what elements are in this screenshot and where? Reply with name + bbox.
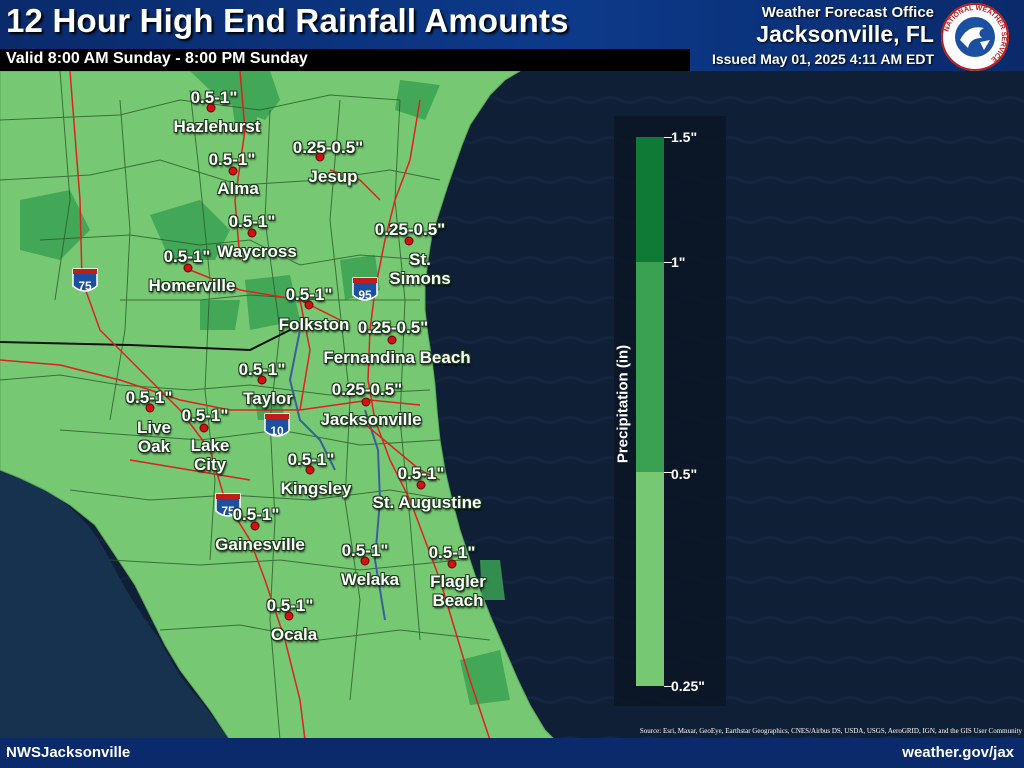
city-label: Jesup: [308, 167, 358, 186]
valid-time: Valid 8:00 AM Sunday - 8:00 PM Sunday: [6, 50, 308, 67]
city-dot[interactable]: [145, 403, 155, 413]
city-dot[interactable]: [305, 465, 315, 475]
city-label: Taylor: [243, 389, 293, 408]
legend-bin-0.5-1: [636, 262, 664, 472]
city-label: Ocala: [270, 625, 318, 644]
amount-label: 0.5-1": [397, 464, 445, 483]
amount-label: 0.5-1": [190, 88, 238, 107]
amount-label: 0.25-0.5": [292, 138, 364, 157]
legend-label-1.5: 1.5": [671, 129, 698, 145]
svg-text:75: 75: [78, 279, 92, 293]
interstate-75-shield-north: 75: [72, 268, 98, 293]
city-label: Welaka: [340, 570, 400, 589]
city-label: St. Augustine: [372, 493, 482, 512]
legend-label-1: 1": [671, 254, 686, 270]
valid-bar: [0, 49, 690, 71]
city-label: Kingsley: [280, 479, 352, 498]
legend-tick: [664, 472, 672, 473]
interstate-75-shield-south: 75: [215, 493, 241, 518]
legend-tick: [664, 686, 672, 687]
amount-label: 0.5-1": [163, 247, 211, 266]
page-title: 12 Hour High End Rainfall Amounts: [6, 2, 569, 39]
city-dot[interactable]: [183, 263, 193, 273]
river: [288, 329, 336, 471]
city-label: Jacksonville: [320, 410, 422, 429]
interstate-95-shield: 95: [352, 277, 378, 302]
amount-label: 0.5-1": [285, 285, 333, 304]
city-label: Waycross: [217, 242, 297, 261]
amount-label: 0.5-1": [125, 388, 173, 407]
amount-label: 0.5-1": [238, 360, 286, 379]
city-label: Alma: [217, 179, 259, 198]
county-lines: [0, 70, 491, 741]
svg-text:10: 10: [270, 424, 284, 438]
city-label: Flagler Beach: [430, 572, 486, 610]
svg-text:95: 95: [358, 288, 372, 302]
legend-label-0.25: 0.25": [671, 678, 705, 694]
city-dot[interactable]: [416, 480, 426, 490]
amount-label: 0.25-0.5": [357, 318, 429, 337]
map-source: Source: Esri, Maxar, GeoEye, Earthstar G…: [639, 727, 1022, 735]
city-dot[interactable]: [257, 375, 267, 385]
amount-label: 0.5-1": [208, 150, 256, 169]
legend-tick: [664, 262, 672, 263]
state-line: [0, 323, 346, 352]
city-dot[interactable]: [199, 423, 209, 433]
interstate-10-shield: 10: [264, 413, 290, 438]
city-dot[interactable]: [361, 397, 371, 407]
issued-time: Issued May 01, 2025 4:11 AM EDT: [711, 51, 934, 67]
st-johns-river: [364, 409, 386, 621]
legend-bin-0.25-0.5: [636, 472, 664, 686]
gulf-water: [0, 470, 230, 740]
legend-panel: [614, 116, 726, 706]
city-dot[interactable]: [447, 559, 457, 569]
city-dot[interactable]: [360, 556, 370, 566]
amount-label: 0.5-1": [228, 212, 276, 231]
city-label: Lake City: [190, 436, 230, 474]
website-link[interactable]: weather.gov/jax: [902, 744, 1014, 761]
city-label: Live Oak: [136, 418, 172, 456]
city-dot[interactable]: [284, 611, 294, 621]
city-label: Fernandina Beach: [323, 348, 471, 367]
legend-title: Precipitation (in): [614, 344, 632, 464]
legend-bin-1-1.5: [636, 137, 664, 262]
nws-logo[interactable]: NATIONAL WEATHER SERVICE: [940, 2, 1010, 72]
city-dot[interactable]: [387, 335, 397, 345]
legend-tick: [664, 137, 672, 138]
social-handle[interactable]: NWSJacksonville: [6, 744, 131, 761]
city-label: Gainesville: [215, 535, 305, 554]
amount-label: 0.5-1": [181, 406, 229, 425]
amount-label: 0.5-1": [287, 450, 335, 469]
city-label: Folkston: [278, 315, 350, 334]
city-dot[interactable]: [315, 152, 325, 162]
city-dot[interactable]: [228, 166, 238, 176]
city-label: St. Simons: [389, 250, 451, 288]
amount-label: 0.5-1": [266, 596, 314, 615]
svg-text:75: 75: [221, 504, 235, 518]
legend-label-0.5: 0.5": [671, 466, 698, 482]
city-dot[interactable]: [404, 236, 414, 246]
amount-label: 0.5-1": [428, 543, 476, 562]
city-dot[interactable]: [250, 521, 260, 531]
city-dot[interactable]: [206, 103, 216, 113]
amount-label: 0.5-1": [341, 541, 389, 560]
office-label: Weather Forecast Office: [761, 4, 934, 21]
amount-label: 0.25-0.5": [374, 220, 446, 239]
city-label: Hazlehurst: [173, 117, 261, 136]
footer-bar: [0, 738, 1024, 768]
office-city: Jacksonville, FL: [756, 21, 934, 47]
amount-label: 0.25-0.5": [331, 380, 403, 399]
amount-label: 0.5-1": [232, 505, 280, 524]
city-dot[interactable]: [247, 228, 257, 238]
city-label: Homerville: [148, 276, 236, 295]
city-dot[interactable]: [304, 300, 314, 310]
